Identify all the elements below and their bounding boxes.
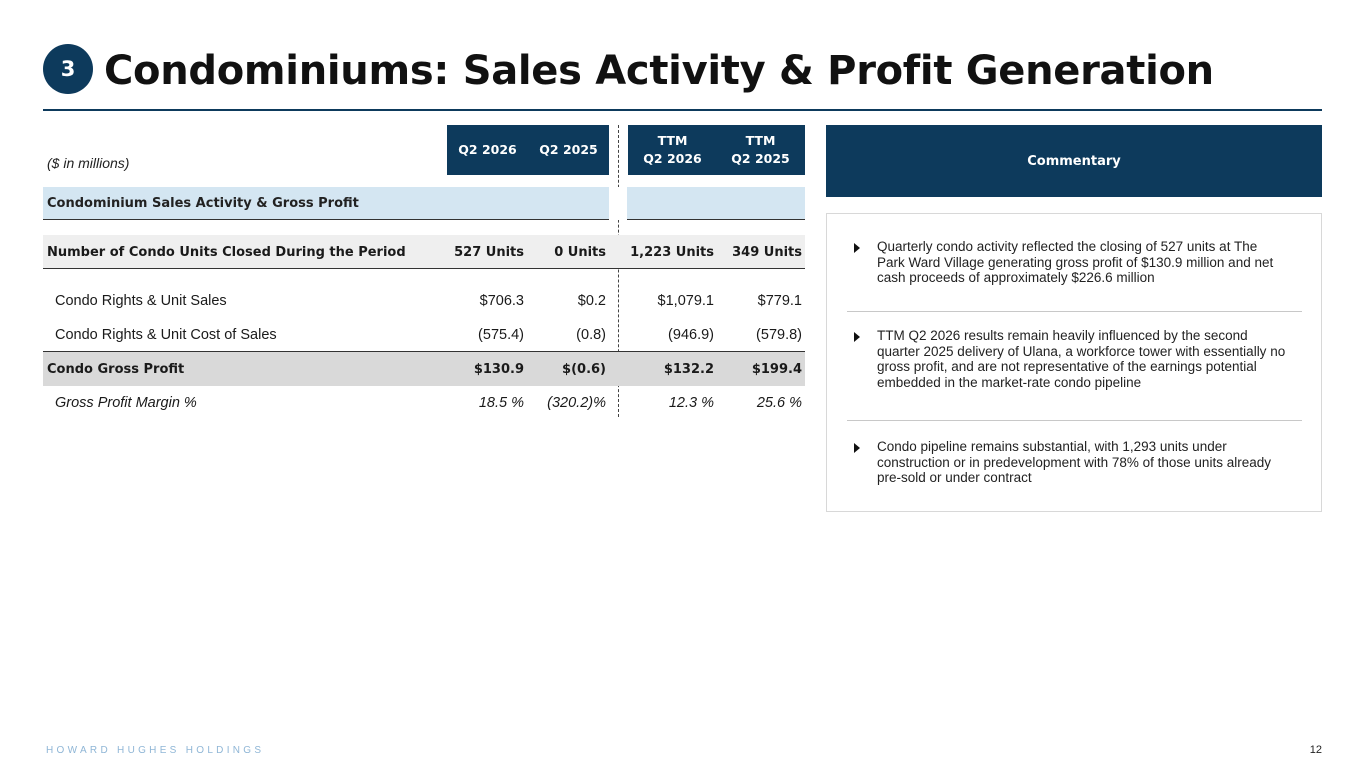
cell-ttm-q2-2025: 25.6 % [756, 395, 802, 411]
column-header-ttm-q2-2025: TTM Q2 2025 [717, 132, 805, 168]
column-headers-quarter: Q2 2026 Q2 2025 [447, 125, 609, 175]
triangle-bullet-icon [854, 443, 860, 453]
table-section-band: Condominium Sales Activity & Gross Profi… [43, 187, 805, 220]
cell-ttm-q2-2025: (579.8) [756, 327, 802, 343]
cell-q2-2026: (575.4) [478, 327, 524, 343]
table-row-units-closed: Number of Condo Units Closed During the … [43, 235, 805, 269]
table-row-cost-of-sales: Condo Rights & Unit Cost of Sales (575.4… [43, 318, 805, 352]
commentary-bullet-text: TTM Q2 2026 results remain heavily influ… [877, 328, 1286, 390]
cell-ttm-q2-2026: 12.3 % [668, 395, 714, 411]
row-label: Condo Rights & Unit Sales [55, 293, 227, 309]
row-label: Number of Condo Units Closed During the … [47, 245, 406, 260]
commentary-bullet: TTM Q2 2026 results remain heavily influ… [854, 328, 1287, 390]
column-header-q2-2026: Q2 2026 [458, 142, 517, 157]
column-header-q2-2025: Q2 2025 [539, 142, 598, 157]
commentary-bullet: Condo pipeline remains substantial, with… [854, 439, 1287, 486]
cell-ttm-q2-2026: $132.2 [663, 362, 714, 377]
cell-ttm-q2-2026: 1,223 Units [630, 245, 714, 260]
footer-brand: HOWARD HUGHES HOLDINGS [46, 745, 265, 756]
cell-ttm-q2-2025: 349 Units [732, 245, 802, 260]
cell-ttm-q2-2026: (946.9) [668, 327, 714, 343]
bullet-divider [847, 420, 1302, 421]
cell-q2-2026: 18.5 % [478, 395, 524, 411]
row-label: Condo Gross Profit [47, 362, 185, 377]
cell-ttm-q2-2025: $779.1 [757, 293, 802, 309]
commentary-header: Commentary [826, 125, 1322, 197]
table-row-gross-profit: Condo Gross Profit $130.9 $(0.6) $132.2 … [43, 352, 805, 386]
column-group-divider [618, 125, 619, 417]
page-number: 12 [1309, 744, 1322, 756]
section-band-gap [609, 187, 627, 220]
cell-q2-2025: 0 Units [554, 245, 606, 260]
section-number-badge: 3 [43, 44, 93, 94]
column-header-ttm-label: TTM [657, 133, 688, 148]
commentary-bullet-text: Quarterly condo activity reflected the c… [877, 239, 1274, 285]
column-header-ttm-label: TTM [745, 133, 776, 148]
commentary-panel: Quarterly condo activity reflected the c… [826, 213, 1322, 512]
column-headers-ttm: TTM Q2 2026 TTM Q2 2025 [628, 125, 805, 175]
row-label: Condo Rights & Unit Cost of Sales [55, 327, 277, 343]
page-title: Condominiums: Sales Activity & Profit Ge… [104, 48, 1214, 94]
cell-q2-2025: (0.8) [576, 327, 606, 343]
cell-q2-2025: (320.2)% [547, 395, 606, 411]
cell-q2-2025: $(0.6) [562, 362, 606, 377]
cell-q2-2026: $130.9 [473, 362, 524, 377]
bullet-divider [847, 311, 1302, 312]
cell-q2-2026: 527 Units [454, 245, 524, 260]
column-header-period: Q2 2026 [643, 151, 702, 166]
triangle-bullet-icon [854, 243, 860, 253]
cell-q2-2025: $0.2 [577, 293, 606, 309]
units-note: ($ in millions) [47, 155, 130, 171]
row-label: Gross Profit Margin % [55, 395, 197, 411]
cell-ttm-q2-2026: $1,079.1 [657, 293, 714, 309]
table-row-sales: Condo Rights & Unit Sales $706.3 $0.2 $1… [43, 284, 805, 318]
commentary-bullet-text: Condo pipeline remains substantial, with… [877, 439, 1271, 485]
table-section-label: Condominium Sales Activity & Gross Profi… [47, 196, 359, 211]
table-row-gross-margin: Gross Profit Margin % 18.5 % (320.2)% 12… [43, 386, 805, 420]
cell-ttm-q2-2025: $199.4 [751, 362, 802, 377]
cell-q2-2026: $706.3 [479, 293, 524, 309]
column-header-ttm-q2-2026: TTM Q2 2026 [629, 132, 717, 168]
triangle-bullet-icon [854, 332, 860, 342]
title-divider [43, 109, 1322, 111]
commentary-bullet: Quarterly condo activity reflected the c… [854, 239, 1287, 286]
column-header-period: Q2 2025 [731, 151, 790, 166]
